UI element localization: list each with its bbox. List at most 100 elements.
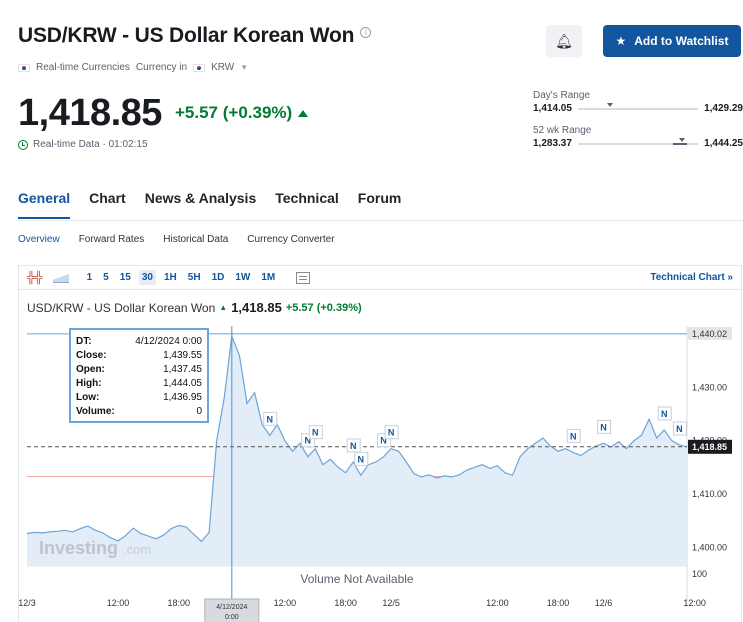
news-marker-label: N — [358, 454, 365, 464]
interval-1[interactable]: 1 — [86, 272, 93, 283]
category-label: Real-time Currencies — [36, 62, 130, 73]
price-chart[interactable]: Investing.comNNNNNNNNNNN1,430.001,420.00… — [19, 266, 741, 622]
y-tick-label: 1,400.00 — [692, 542, 727, 552]
bell-plus-icon: 🔔︎ — [555, 32, 573, 49]
news-marker — [566, 428, 581, 443]
tooltip-key: Close: — [76, 350, 107, 361]
news-marker — [346, 438, 361, 453]
info-icon[interactable]: i — [360, 26, 372, 38]
interval-1w[interactable]: 1W — [235, 272, 251, 283]
subtab-historical-data[interactable]: Historical Data — [163, 234, 229, 245]
x-tick-label: 18:00 — [547, 598, 570, 608]
interval-1d[interactable]: 1D — [211, 272, 225, 283]
news-marker — [672, 421, 687, 436]
area-chart-icon[interactable] — [52, 272, 69, 283]
day-range-low: 1,414.05 — [533, 103, 572, 114]
tabs-divider — [18, 220, 743, 221]
subtab-overview[interactable]: Overview — [18, 234, 60, 245]
tooltip-key: DT: — [76, 336, 92, 347]
x-tick-label: 12:00 — [274, 598, 297, 608]
star-icon: ★ — [615, 34, 627, 48]
news-marker — [354, 451, 369, 466]
tooltip-value: 4/12/2024 0:00 — [135, 336, 202, 347]
interval-5h[interactable]: 5H — [187, 272, 201, 283]
crosshair-label-box — [204, 598, 260, 622]
instrument-subline: Real-time Currencies Currency in KRW ▼ — [18, 62, 248, 73]
price-change: +5.57 (+0.39%) — [175, 103, 309, 123]
tooltip-value: 1,436.95 — [163, 392, 202, 403]
create-alert-button[interactable]: 🔔︎ — [546, 25, 582, 57]
x-tick-label: 12:00 — [107, 598, 130, 608]
52wk-range-bar — [577, 137, 699, 145]
news-marker-label: N — [661, 409, 668, 419]
tooltip-row-dt: DT: 4/12/2024 0:00 — [76, 335, 202, 349]
arrow-up-icon: ▲ — [219, 303, 228, 312]
news-marker-label: N — [388, 428, 395, 438]
tooltip-value: 0 — [196, 406, 202, 417]
page-title: USD/KRW - US Dollar Korean Won i — [18, 24, 372, 48]
tooltip-value: 1,444.05 — [163, 378, 202, 389]
tab-technical[interactable]: Technical — [275, 190, 339, 206]
news-marker — [657, 406, 672, 421]
day-range-label: Day's Range — [533, 90, 590, 101]
interval-5[interactable]: 5 — [103, 272, 109, 283]
tab-news-analysis[interactable]: News & Analysis — [144, 190, 257, 206]
watermark-logo: Investing — [39, 538, 118, 558]
interval-1h[interactable]: 1H — [163, 272, 177, 283]
52wk-range-label: 52 wk Range — [533, 125, 592, 136]
52wk-range-high: 1,444.25 — [704, 138, 743, 149]
52wk-range-marker — [679, 137, 686, 142]
tooltip-value: 1,437.45 — [163, 364, 202, 375]
volume-axis-label: 100 — [692, 569, 707, 579]
high-marker-box — [688, 326, 732, 340]
instrument-name: USD/KRW - US Dollar Korean Won — [18, 24, 355, 47]
interval-30[interactable]: 30 — [138, 270, 156, 285]
interval-15[interactable]: 15 — [119, 272, 131, 283]
subtab-forward-rates[interactable]: Forward Rates — [78, 234, 145, 245]
last-price: 1,418.85 — [18, 92, 162, 134]
chart-toolbar: ╬╬ 1 5 15 30 1H 5H 1D 1W 1M Technical Ch… — [19, 266, 741, 290]
calendar-icon[interactable] — [296, 271, 311, 284]
day-range-high: 1,429.29 — [704, 103, 743, 114]
news-marker-label: N — [600, 422, 607, 432]
news-marker-label: N — [676, 424, 683, 434]
candlestick-icon[interactable]: ╬╬ — [27, 271, 43, 284]
currency-value[interactable]: KRW — [211, 62, 235, 73]
news-marker-label: N — [350, 441, 357, 451]
main-tabs: General Chart News & Analysis Technical … — [18, 190, 401, 219]
technical-chart-link[interactable]: Technical Chart » — [650, 272, 733, 283]
tab-chart[interactable]: Chart — [89, 190, 126, 206]
news-marker-label: N — [304, 436, 311, 446]
currency-label: Currency in — [135, 62, 188, 73]
tooltip-key: High: — [76, 378, 102, 389]
chart-heading: USD/KRW - US Dollar Korean Won ▲ 1,418.8… — [27, 300, 362, 315]
crosshair-label-date: 4/12/2024 — [216, 604, 247, 611]
clock-icon — [18, 139, 28, 150]
triangle-up-icon — [298, 109, 309, 117]
subtab-currency-converter[interactable]: Currency Converter — [247, 234, 335, 245]
interval-1m[interactable]: 1M — [261, 272, 276, 283]
tab-forum[interactable]: Forum — [357, 190, 402, 206]
news-marker-label: N — [267, 414, 274, 424]
change-value: +5.57 (+0.39%) — [175, 103, 293, 122]
day-range: Day's Range 1,414.05 1,429.29 — [533, 90, 743, 114]
day-range-marker — [607, 102, 614, 107]
area-fill — [27, 336, 687, 566]
news-marker — [384, 425, 399, 440]
x-tick-label: 12:00 — [683, 598, 706, 608]
tooltip-row-close: Close: 1,439.55 — [76, 349, 202, 363]
x-tick-label: 12:00 — [486, 598, 509, 608]
chevron-down-icon[interactable]: ▼ — [240, 63, 249, 72]
y-tick-label: 1,410.00 — [692, 489, 727, 499]
realtime-status: Real-time Data · 01:02:15 — [18, 139, 148, 150]
tooltip-value: 1,439.55 — [163, 350, 202, 361]
tooltip-row-high: High: 1,444.05 — [76, 377, 202, 391]
52wk-range-low: 1,283.37 — [533, 138, 572, 149]
news-marker-label: N — [312, 428, 319, 438]
add-to-watchlist-button[interactable]: ★ Add to Watchlist — [603, 25, 741, 57]
tab-general[interactable]: General — [18, 190, 71, 219]
52wk-range: 52 wk Range 1,283.37 1,444.25 — [533, 125, 743, 149]
x-tick-label: 12/3 — [19, 598, 36, 608]
data-tooltip: DT: 4/12/2024 0:00 Close: 1,439.55 Open: 1,… — [69, 328, 209, 423]
y-tick-label: 1,430.00 — [692, 382, 727, 392]
